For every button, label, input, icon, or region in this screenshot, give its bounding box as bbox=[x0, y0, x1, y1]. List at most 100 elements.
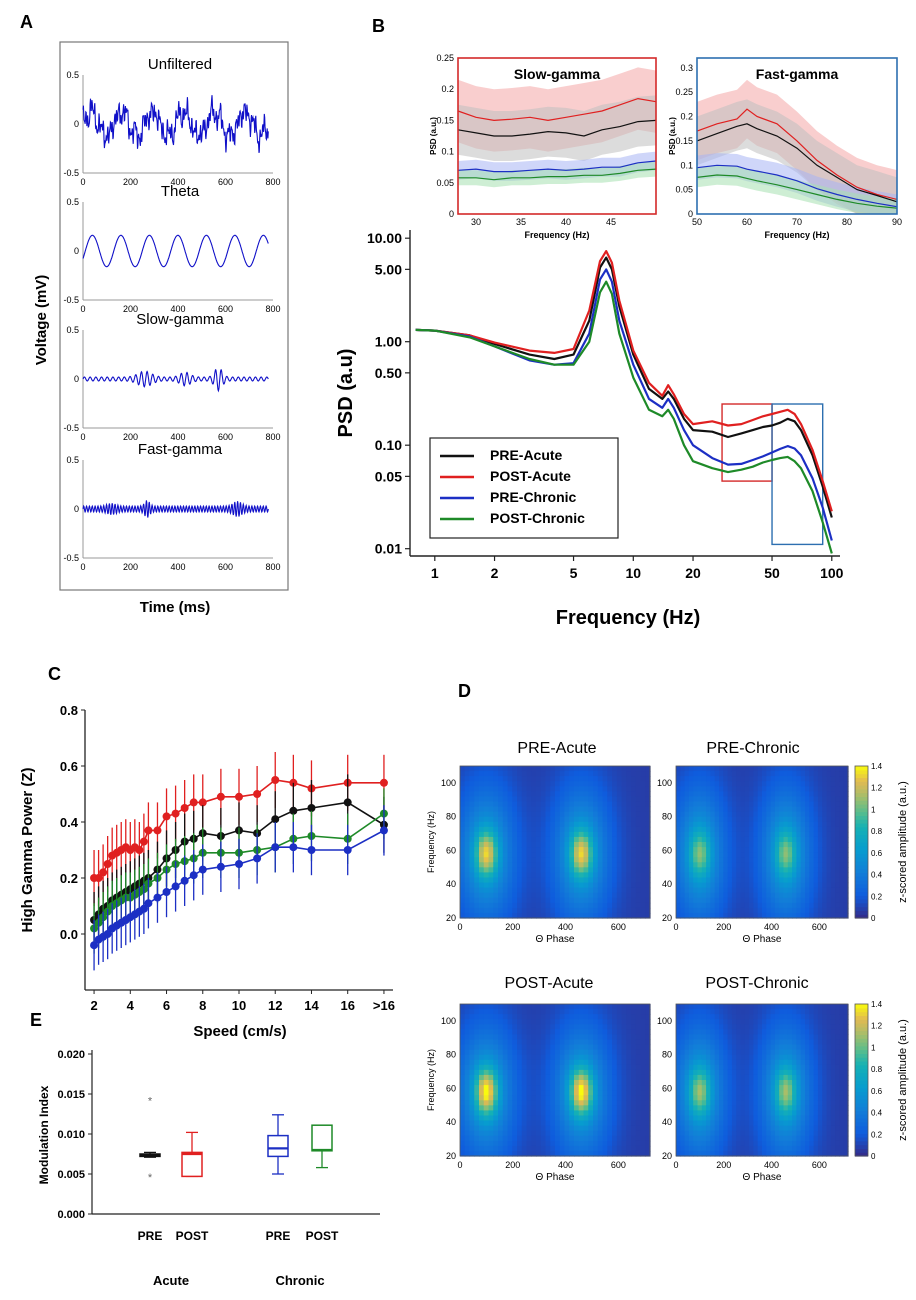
heatmap-cell bbox=[583, 907, 589, 914]
heatmap-cell bbox=[813, 852, 819, 858]
heatmap-cell bbox=[693, 877, 699, 884]
heatmap-cell bbox=[464, 862, 471, 868]
heatmap-cell bbox=[555, 781, 561, 787]
heatmap-cell bbox=[597, 1125, 604, 1132]
heatmap-cell bbox=[779, 1039, 785, 1046]
heatmap-cell bbox=[727, 882, 733, 889]
heatmap-cell bbox=[521, 1044, 528, 1051]
heatmap-cell bbox=[631, 1120, 637, 1127]
heatmap-cell bbox=[779, 836, 785, 843]
heatmap-cell bbox=[469, 912, 475, 919]
heatmap-cell bbox=[749, 882, 754, 889]
heatmap-cell bbox=[464, 1009, 471, 1015]
heatmap-cell bbox=[749, 1004, 754, 1010]
heatmap-cell bbox=[588, 1014, 594, 1020]
heatmap-cell bbox=[719, 1090, 724, 1096]
heatmap-cell bbox=[736, 811, 742, 818]
heatmap-cell bbox=[817, 857, 823, 863]
heatmap-cell bbox=[464, 1120, 471, 1127]
heatmap-cell bbox=[597, 1090, 604, 1096]
heatmap-cell bbox=[770, 1034, 776, 1041]
heatmap-cell bbox=[684, 877, 690, 884]
heatmap-cell bbox=[640, 857, 646, 863]
heatmap-cell bbox=[502, 1034, 509, 1041]
heatmap-cell bbox=[783, 1029, 789, 1035]
heatmap-cell bbox=[640, 1085, 646, 1091]
heatmap-cell bbox=[569, 1085, 575, 1091]
heatmap-cell bbox=[536, 1014, 542, 1020]
heatmap-cell bbox=[507, 1120, 513, 1127]
heatmap-cell bbox=[621, 771, 627, 777]
heatmap-cell bbox=[464, 816, 471, 823]
heatmap-cell bbox=[498, 776, 504, 782]
heatmap-cell bbox=[697, 776, 703, 782]
heatmap-cell bbox=[469, 892, 475, 899]
heatmap-cell bbox=[479, 902, 485, 909]
heatmap-cell bbox=[498, 1120, 504, 1127]
heatmap-cell bbox=[697, 1049, 703, 1056]
heatmap-cell bbox=[564, 882, 570, 889]
heatmap-cell bbox=[588, 902, 594, 909]
heatmap-cell bbox=[483, 852, 490, 858]
heatmap-cell bbox=[531, 1110, 537, 1117]
heatmap-cell bbox=[688, 1095, 694, 1101]
heatmap-cell bbox=[507, 887, 513, 894]
heatmap-cell bbox=[597, 1029, 604, 1035]
heatmap-cell bbox=[460, 1080, 466, 1086]
heatmap-cell bbox=[701, 1145, 707, 1152]
panel-a-ytick-label: -0.5 bbox=[63, 295, 79, 305]
heatmap-cell bbox=[783, 811, 789, 818]
heatmap-cell bbox=[706, 836, 711, 843]
heatmap-cell bbox=[736, 892, 742, 899]
heatmap-cell bbox=[526, 821, 532, 828]
heatmap-cell bbox=[826, 857, 832, 863]
heatmap-cell bbox=[770, 902, 776, 909]
heatmap-cell bbox=[631, 1044, 637, 1051]
heatmap-cell bbox=[626, 892, 632, 899]
heatmap-xtick-label: 600 bbox=[611, 1160, 626, 1170]
heatmap-cell bbox=[796, 836, 802, 843]
heatmap-cell bbox=[574, 882, 580, 889]
heatmap-cell bbox=[597, 1064, 604, 1071]
heatmap-cell bbox=[809, 821, 815, 828]
heatmap-cell bbox=[464, 902, 471, 909]
heatmap-cell bbox=[744, 907, 750, 914]
heatmap-cell bbox=[766, 1145, 772, 1152]
heatmap-cell bbox=[697, 907, 703, 914]
heatmap-cell bbox=[469, 877, 475, 884]
heatmap-cell bbox=[512, 801, 518, 808]
heatmap-cell bbox=[464, 1069, 471, 1076]
heatmap-cell bbox=[676, 1074, 681, 1081]
heatmap-cell bbox=[706, 776, 711, 782]
heatmap-cell bbox=[474, 811, 480, 818]
heatmap-cell bbox=[502, 1130, 509, 1137]
heatmap-cell bbox=[635, 766, 642, 772]
colorbar-segment bbox=[855, 906, 868, 911]
heatmap-cell bbox=[710, 1085, 716, 1091]
heatmap-cell bbox=[800, 831, 806, 838]
heatmap-cell bbox=[588, 1145, 594, 1152]
heatmap-cell bbox=[762, 1004, 767, 1010]
heatmap-cell bbox=[779, 776, 785, 782]
heatmap-cell bbox=[493, 836, 499, 843]
heatmap-cell bbox=[719, 801, 724, 808]
heatmap-cell bbox=[740, 1039, 746, 1046]
heatmap-cell bbox=[714, 867, 720, 873]
heatmap-cell bbox=[464, 1095, 471, 1101]
heatmap-cell bbox=[536, 1110, 542, 1117]
heatmap-cell bbox=[521, 1024, 528, 1030]
heatmap-cell bbox=[578, 791, 585, 797]
heatmap-cell bbox=[684, 867, 690, 873]
heatmap-cell bbox=[616, 1009, 623, 1015]
heatmap-cell bbox=[498, 1145, 504, 1152]
heatmap-cell bbox=[757, 1029, 763, 1035]
heatmap-cell bbox=[545, 1115, 551, 1122]
heatmap-cell bbox=[483, 1019, 490, 1025]
heatmap-cell bbox=[766, 1130, 772, 1137]
heatmap-cell bbox=[597, 1135, 604, 1142]
heatmap-cell bbox=[488, 776, 494, 782]
heatmap-cell bbox=[602, 781, 608, 787]
heatmap-cell bbox=[469, 776, 475, 782]
heatmap-cell bbox=[706, 852, 711, 858]
heatmap-cell bbox=[719, 1130, 724, 1137]
